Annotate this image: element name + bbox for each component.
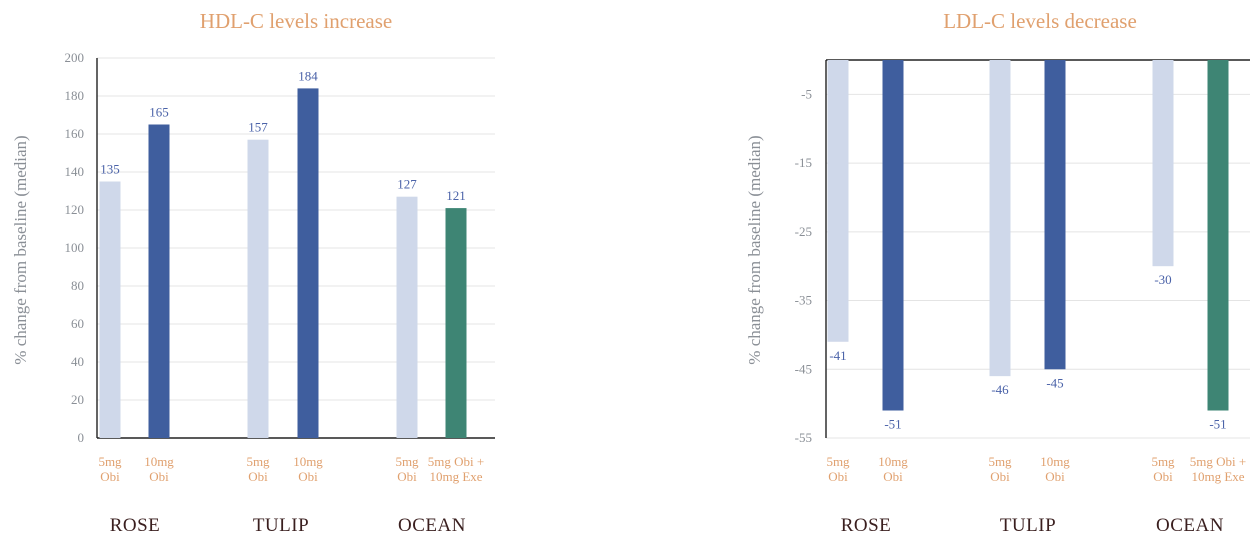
- hdl-y-tick-label: 160: [65, 126, 85, 141]
- hdl-y-tick-label: 40: [71, 354, 84, 369]
- hdl-bar-rose-2: [148, 124, 170, 438]
- ldl-chart-title: LDL-C levels decrease: [943, 9, 1137, 33]
- hdl-value-label: 165: [149, 105, 169, 120]
- hdl-group-label: ROSE: [110, 515, 161, 535]
- hdl-group-label: TULIP: [253, 515, 309, 535]
- ldl-chart: LDL-C levels decrease % change from basel…: [745, 9, 1250, 535]
- ldl-category-label-line: Obi: [828, 469, 848, 484]
- hdl-bar-ocean-2: [445, 208, 467, 438]
- ldl-category-label: 10mg Obi: [1040, 454, 1070, 484]
- ldl-category-label-line: 10mg: [1040, 454, 1070, 469]
- ldl-value-label: -45: [1046, 375, 1063, 390]
- ldl-bar-ocean-2: [1207, 60, 1229, 411]
- hdl-y-tick-label: 120: [65, 202, 85, 217]
- hdl-y-tick-label: 60: [71, 316, 84, 331]
- ldl-category-label: 5mg Obi: [988, 454, 1012, 484]
- ldl-category-label: 5mg Obi: [826, 454, 850, 484]
- ldl-category-label: 5mg Obi: [1151, 454, 1175, 484]
- ldl-value-label: -30: [1154, 272, 1171, 287]
- ldl-category-label-line: Obi: [883, 469, 903, 484]
- hdl-category-label-line: 10mg: [144, 454, 174, 469]
- hdl-y-tick-label: 80: [71, 278, 84, 293]
- hdl-category-label-line: 10mg Exe: [429, 469, 482, 484]
- hdl-category-label-line: 5mg Obi +: [428, 454, 484, 469]
- hdl-y-tick-label: 0: [78, 430, 85, 445]
- hdl-value-label: 135: [100, 162, 120, 177]
- ldl-y-tick-label: -5: [801, 86, 812, 101]
- hdl-category-label-line: Obi: [149, 469, 169, 484]
- hdl-chart: HDL-C levels increase % change from basel…: [11, 9, 495, 535]
- ldl-value-label: -41: [829, 348, 846, 363]
- ldl-bar-tulip-1: [989, 60, 1011, 377]
- hdl-category-label: 5mg Obi: [246, 454, 270, 484]
- hdl-category-label-line: 5mg: [246, 454, 270, 469]
- hdl-category-label: 5mg Obi +10mg Exe: [428, 454, 484, 484]
- ldl-y-tick-label: -45: [795, 361, 812, 376]
- hdl-category-label: 10mg Obi: [293, 454, 323, 484]
- ldl-category-label-line: 10mg: [878, 454, 908, 469]
- ldl-category-label-line: 5mg: [988, 454, 1012, 469]
- ldl-category-label-line: Obi: [990, 469, 1010, 484]
- hdl-category-label-line: Obi: [100, 469, 120, 484]
- ldl-group-label: OCEAN: [1156, 515, 1224, 535]
- ldl-y-tick-label: -35: [795, 293, 812, 308]
- ldl-y-axis-title: % change from baseline (median): [745, 135, 764, 364]
- hdl-category-label-line: 10mg: [293, 454, 323, 469]
- ldl-y-tick-label: -25: [795, 224, 812, 239]
- hdl-y-tick-label: 180: [65, 88, 85, 103]
- ldl-category-label-line: Obi: [1153, 469, 1173, 484]
- hdl-value-label: 157: [248, 120, 268, 135]
- ldl-group-label: ROSE: [841, 515, 892, 535]
- ldl-group-label: TULIP: [1000, 515, 1056, 535]
- hdl-category-label-line: Obi: [397, 469, 417, 484]
- hdl-value-label: 121: [446, 188, 466, 203]
- hdl-y-tick-label: 100: [65, 240, 85, 255]
- ldl-bar-rose-2: [882, 60, 904, 411]
- ldl-category-label: 5mg Obi +10mg Exe: [1190, 454, 1246, 484]
- hdl-category-label: 5mg Obi: [98, 454, 122, 484]
- hdl-value-label: 184: [298, 68, 318, 83]
- ldl-category-label-line: 10mg Exe: [1191, 469, 1244, 484]
- ldl-category-label: 10mg Obi: [878, 454, 908, 484]
- hdl-category-label: 5mg Obi: [395, 454, 419, 484]
- hdl-category-label-line: Obi: [298, 469, 318, 484]
- hdl-bar-rose-1: [99, 181, 121, 438]
- hdl-y-tick-label: 140: [65, 164, 85, 179]
- ldl-category-label-line: 5mg Obi +: [1190, 454, 1246, 469]
- ldl-bar-rose-1: [827, 60, 849, 342]
- hdl-y-tick-label: 20: [71, 392, 84, 407]
- hdl-category-label: 10mg Obi: [144, 454, 174, 484]
- hdl-value-label: 127: [397, 177, 417, 192]
- hdl-chart-title: HDL-C levels increase: [200, 9, 392, 33]
- ldl-value-label: -46: [991, 382, 1009, 397]
- hdl-group-label: OCEAN: [398, 515, 466, 535]
- hdl-y-tick-label: 200: [65, 50, 85, 65]
- ldl-value-label: -51: [884, 417, 901, 432]
- hdl-category-label-line: 5mg: [395, 454, 419, 469]
- ldl-category-label-line: Obi: [1045, 469, 1065, 484]
- ldl-category-label-line: 5mg: [1151, 454, 1175, 469]
- hdl-category-label-line: 5mg: [98, 454, 122, 469]
- ldl-bar-tulip-2: [1044, 60, 1066, 370]
- ldl-y-tick-label: -55: [795, 430, 812, 445]
- hdl-bar-ocean-1: [396, 196, 418, 438]
- hdl-category-label-line: Obi: [248, 469, 268, 484]
- hdl-bar-tulip-2: [297, 88, 319, 439]
- ldl-y-tick-label: -15: [795, 155, 812, 170]
- hdl-bar-tulip-1: [247, 139, 269, 438]
- ldl-category-label-line: 5mg: [826, 454, 850, 469]
- ldl-bar-ocean-1: [1152, 60, 1174, 267]
- hdl-y-axis-title: % change from baseline (median): [11, 135, 30, 364]
- ldl-value-label: -51: [1209, 417, 1226, 432]
